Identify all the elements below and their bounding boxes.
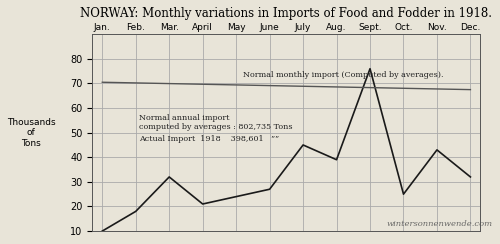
Title: NORWAY: Monthly variations in Imports of Food and Fodder in 1918.: NORWAY: Monthly variations in Imports of… <box>80 7 492 20</box>
Text: computed by averages : 802,735 Tons: computed by averages : 802,735 Tons <box>139 123 292 131</box>
Text: Normal monthly import (Computed by averages).: Normal monthly import (Computed by avera… <box>243 71 444 79</box>
Text: wintersonnenwende.com: wintersonnenwende.com <box>387 220 493 228</box>
Text: Actual Import  1918    398,601   ””: Actual Import 1918 398,601 ”” <box>139 135 279 143</box>
Y-axis label: Thousands
of
Tons: Thousands of Tons <box>7 118 56 148</box>
Text: Normal annual import: Normal annual import <box>139 114 230 122</box>
